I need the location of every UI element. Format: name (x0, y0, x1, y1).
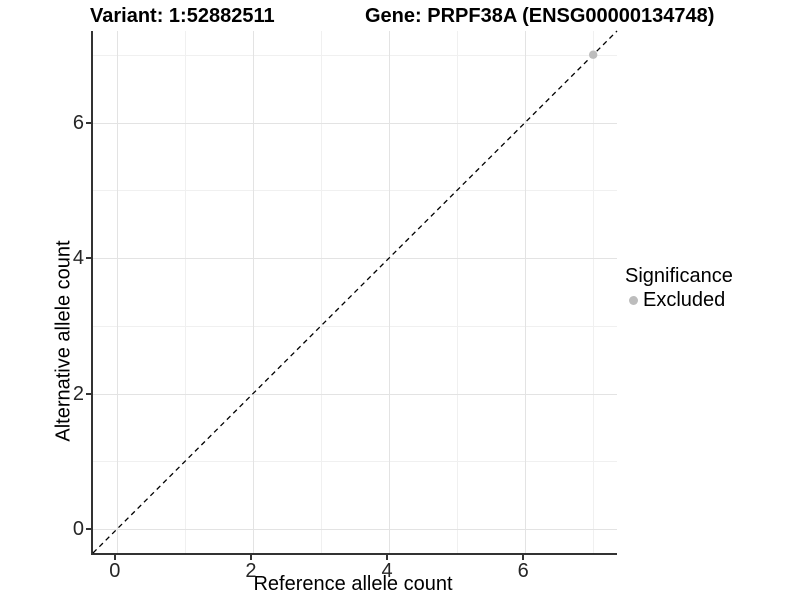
legend: Significance Excluded (625, 265, 733, 311)
gridline-y-major (93, 122, 617, 124)
gridline-x-major (389, 31, 391, 553)
y-tick-mark (86, 121, 91, 124)
gene-title: Gene: PRPF38A (ENSG00000134748) (365, 5, 715, 27)
y-tick-label: 4 (72, 247, 84, 270)
x-tick-mark (113, 555, 116, 560)
plot-layer (92, 30, 618, 554)
gridline-x-major (116, 31, 118, 553)
y-tick-label: 6 (72, 111, 84, 134)
gridline-x-minor (457, 31, 459, 553)
gridline-x-minor (184, 31, 186, 553)
x-tick-mark (249, 555, 252, 560)
y-tick-mark (86, 257, 91, 260)
legend-entry: Excluded (625, 289, 733, 311)
gridline-y-minor (93, 461, 617, 463)
gridline-y-minor (93, 325, 617, 327)
plot-panel (91, 30, 618, 555)
identity-dashed-line (92, 30, 618, 554)
gridline-x-minor (320, 31, 322, 553)
gridline-y-minor (93, 54, 617, 56)
gridline-x-major (252, 31, 254, 553)
x-axis-title: Reference allele count (253, 573, 453, 595)
legend-entry-label: Excluded (643, 289, 726, 311)
x-tick-label: 6 (517, 560, 529, 582)
points-group (588, 50, 598, 59)
x-tick-label: 2 (245, 560, 257, 582)
y-tick-label: 2 (72, 382, 84, 405)
data-point-excluded (588, 50, 598, 59)
gridline-y-major (93, 258, 617, 260)
x-tick-label: 0 (109, 560, 121, 582)
gridline-y-major (93, 393, 617, 395)
excluded-point-icon (629, 295, 638, 305)
y-tick-mark (86, 528, 91, 531)
y-axis-title: Alternative allele count (52, 240, 75, 442)
y-tick-mark (86, 392, 91, 395)
x-tick-mark (522, 555, 525, 560)
variant-title: Variant: 1:52882511 (90, 5, 275, 27)
y-tick-label: 0 (72, 518, 84, 541)
x-tick-label: 4 (381, 560, 393, 582)
gridline-x-major (525, 31, 527, 553)
legend-title: Significance (625, 265, 733, 287)
gridline-x-minor (593, 31, 595, 553)
gridline-y-major (93, 529, 617, 531)
x-tick-mark (386, 555, 389, 560)
gridline-y-minor (93, 190, 617, 192)
